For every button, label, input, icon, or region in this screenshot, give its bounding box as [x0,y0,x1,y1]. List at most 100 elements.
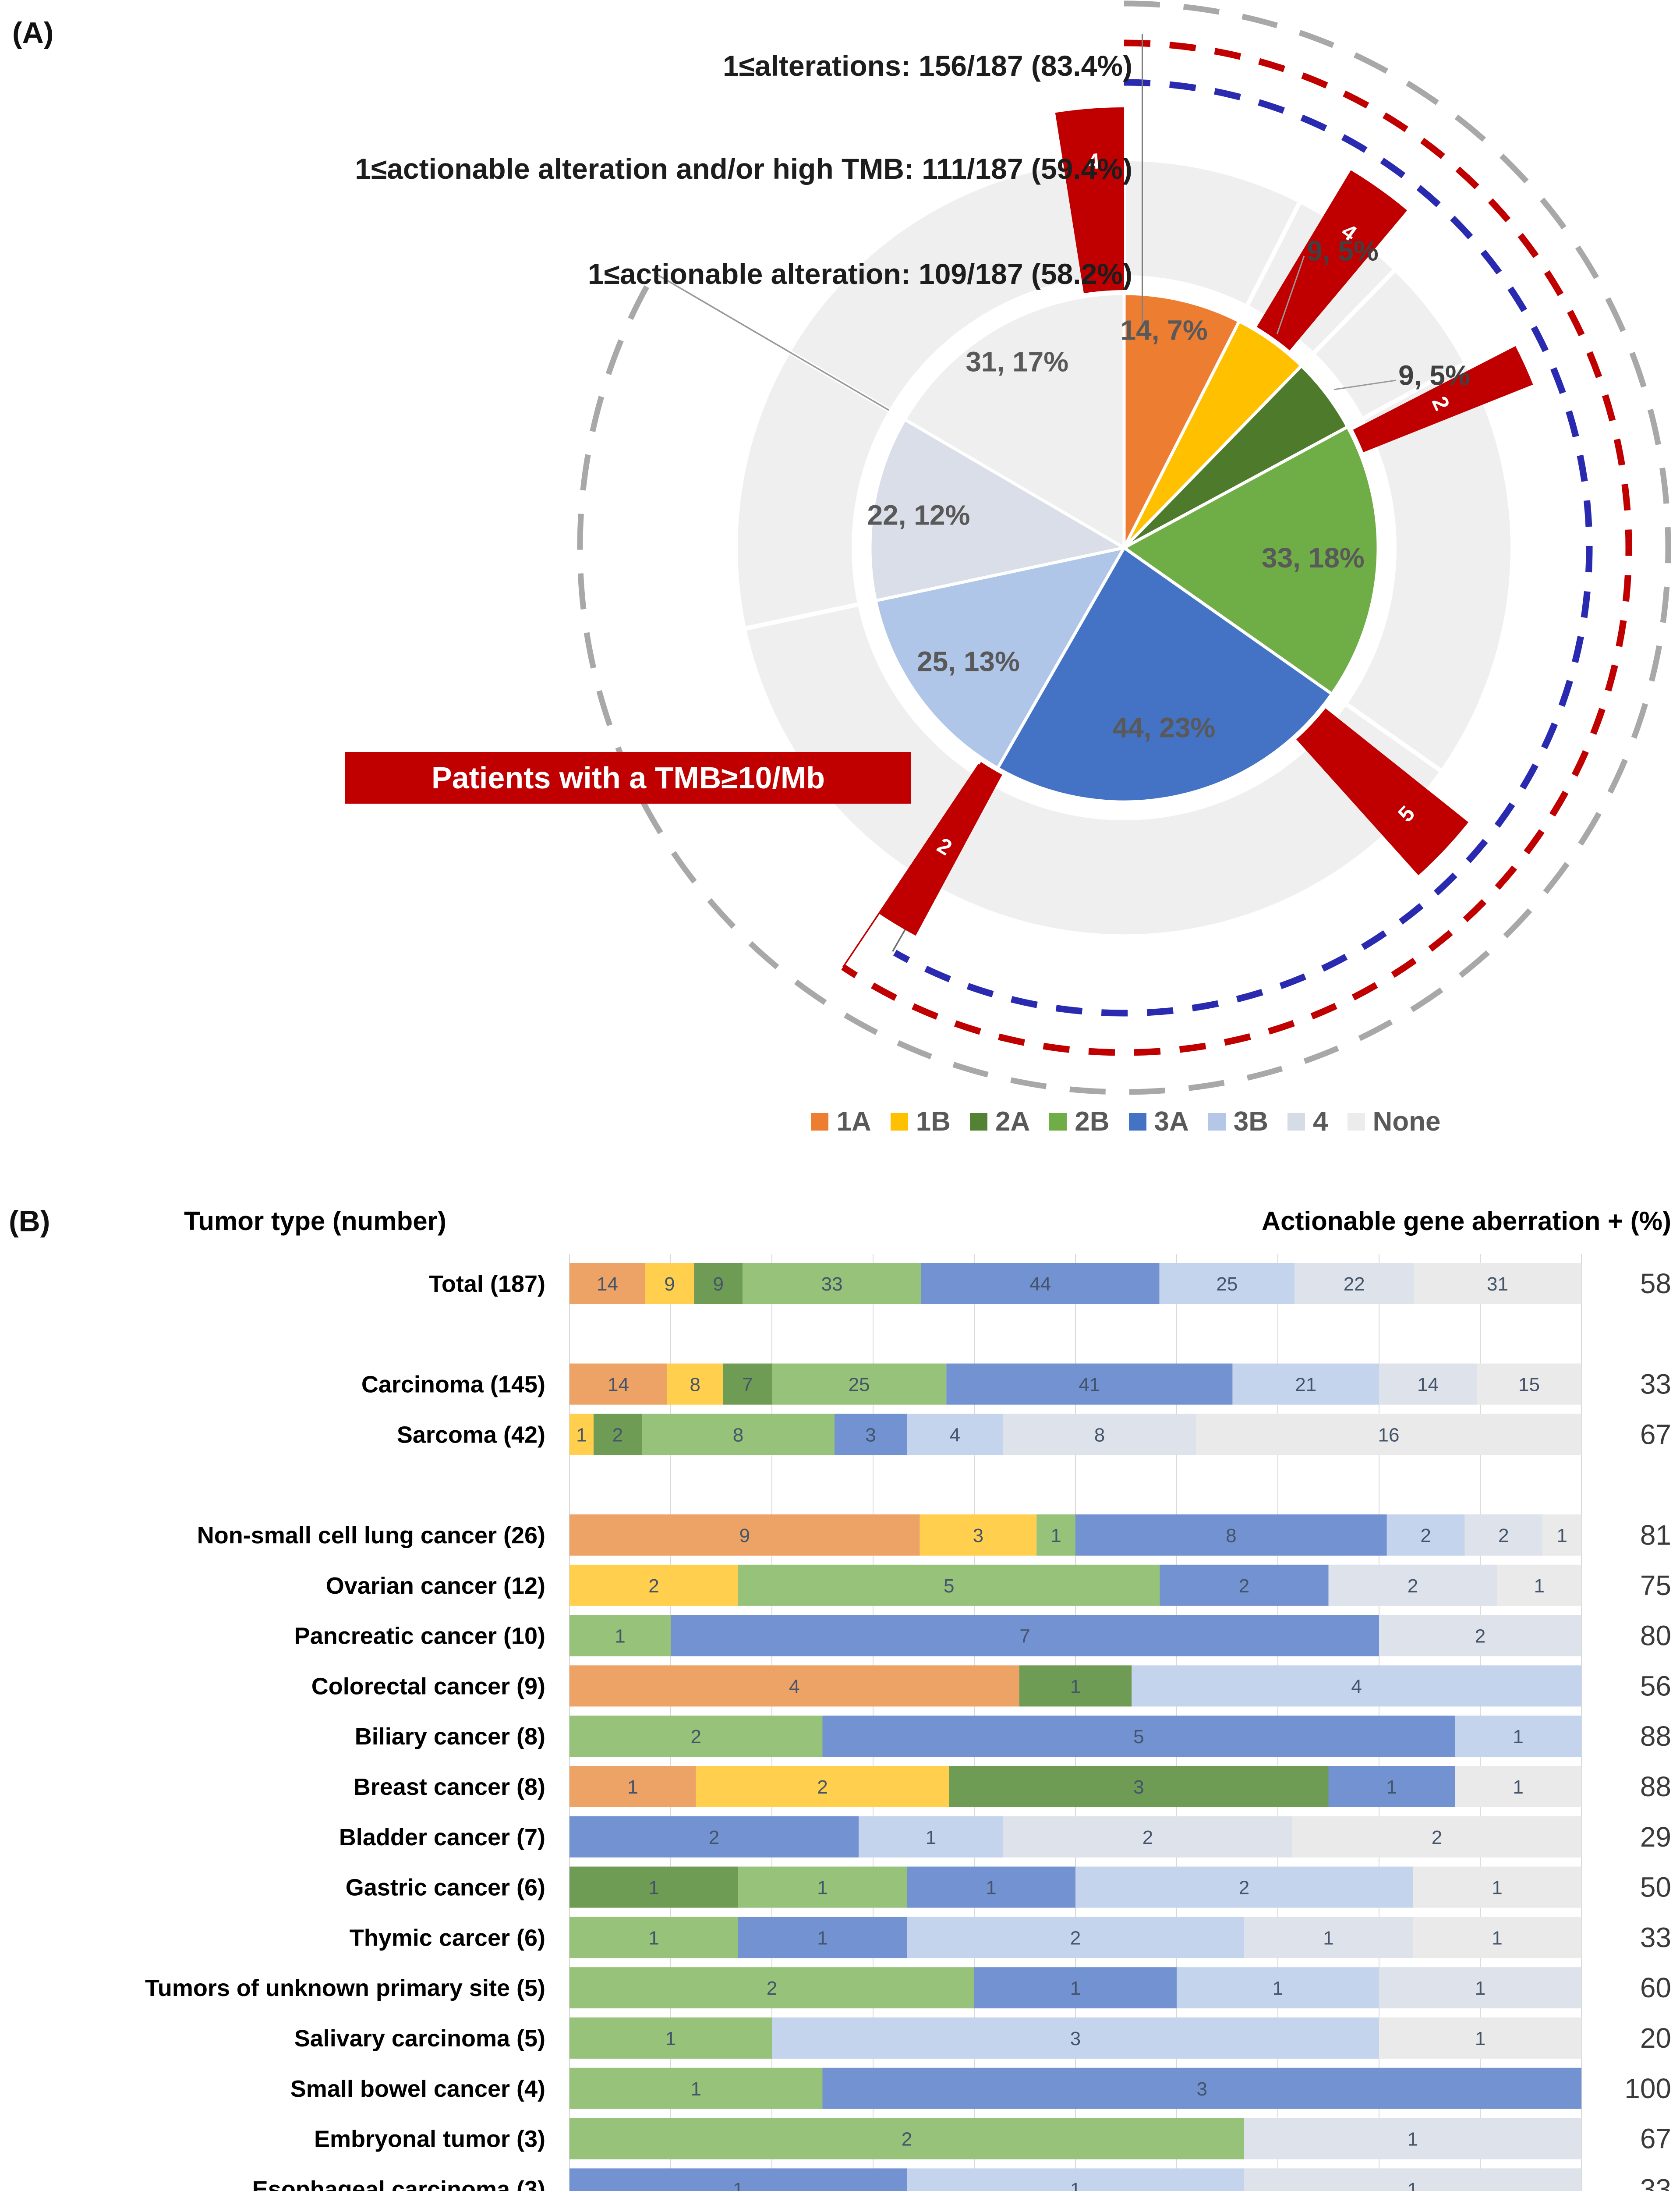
bar-segment-2B [738,1866,907,1908]
bar-segment-label: 1 [1273,1978,1283,1999]
annotation-actionable: 1≤actionable alteration: 109/187 (58.2%) [587,258,1132,290]
bar-segment-1A [569,1263,645,1304]
bar-segment-2A [1019,1665,1132,1707]
bar-segment-label: 3 [1197,2078,1207,2100]
bar-segment-None [1379,2017,1581,2059]
row-label: Colorectal cancer (9) [311,1673,545,1699]
legend-panel-a: 1A 1B 2A 2B 3A 3B 4 None [569,1106,1680,1137]
bar-segment-label: 2 [1239,1575,1249,1597]
bar-segment-3A [738,1917,907,1958]
pie-slice-3A [995,545,1334,804]
row-value: 56 [1640,1670,1671,1702]
legend-a-swatch-3A [1128,1113,1146,1131]
bar-segment-3A [921,1263,1160,1304]
panel-a-letter: (A) [12,16,54,50]
bar-segment-4 [1244,2118,1581,2159]
bar-segment-2B [642,1414,835,1455]
bar-segment-label: 4 [950,1424,960,1446]
bar-segment-label: 2 [1142,1827,1153,1848]
row-value: 100 [1624,2073,1671,2104]
bar-segment-3B [1075,1866,1413,1908]
bar-segment-1A [569,1665,1019,1707]
bar-segment-2B [569,2118,1244,2159]
bar-segment-label: 3 [973,1525,983,1546]
bar-segment-label: 2 [1070,1927,1081,1949]
bar-segment-label: 9 [713,1273,723,1295]
arc-alterations [577,0,1671,1095]
pie-slice-2B [1121,425,1380,696]
bar-segment-1B [667,1363,723,1405]
bar-segment-label: 8 [1094,1424,1105,1446]
bar-segment-label: 1 [1050,1525,1061,1546]
legend-a-item-2A: 2A [969,1106,1030,1137]
bar-segment-label: 7 [1019,1626,1030,1647]
bar-segment-label: 1 [1513,1776,1523,1798]
bar-segment-1B [645,1263,694,1304]
row-label: Non-small cell lung cancer (26) [197,1522,545,1549]
bar-segment-1A [569,1514,920,1556]
bar-segment-label: 2 [1408,1575,1418,1597]
ring-separator-6 [744,602,860,631]
pie-label-4: 22, 12% [867,499,970,531]
bar-segment-label: 22 [1344,1273,1365,1295]
bar-segment-label: 1 [665,2028,676,2049]
bar-segment-4 [1003,1414,1196,1455]
bar-segment-label: 2 [767,1978,777,1999]
bar-segment-label: 25 [849,1374,870,1396]
ring-separator-4 [1344,702,1443,773]
bar-segment-1B [696,1766,949,1807]
legend-a-item-1B: 1B [890,1106,951,1137]
row-label: Embryonal tumor (3) [314,2126,545,2152]
bar-segment-1B [920,1514,1037,1556]
bar-segment-label: 1 [615,1626,625,1647]
bar-segment-label: 25 [1216,1273,1238,1295]
bar-segment-label: 2 [1239,1877,1249,1899]
bar-segment-label: 41 [1079,1374,1100,1396]
ring-separator-1 [1245,200,1302,308]
bar-segment-label: 1 [648,1877,659,1899]
bar-segment-label: 14 [1417,1374,1439,1396]
bar-segment-1B [569,1564,738,1606]
legend-a-swatch-4 [1287,1113,1305,1131]
bar-segment-label: 1 [1475,2028,1485,2049]
bar-segment-None [1477,1363,1581,1405]
ring-separator-2 [1311,268,1397,356]
legend-a-item-2B: 2B [1049,1106,1110,1137]
bar-segment-1B [569,1414,594,1455]
bar-segment-2B [1036,1514,1075,1556]
legend-a-label-1B: 1B [916,1106,951,1137]
bar-segment-3B [907,2168,1244,2191]
bar-segment-label: 9 [664,1273,675,1295]
legend-a-label-1A: 1A [836,1106,871,1137]
legend-a-label-2A: 2A [995,1106,1030,1137]
bar-segment-label: 8 [733,1424,743,1446]
bar-segment-3A [671,1615,1379,1656]
arc-end-leader-1 [842,764,980,968]
bar-segment-label: 1 [1475,1978,1485,1999]
bar-segment-2B [569,2067,823,2109]
bar-segment-1A [569,1766,696,1807]
bar-segment-label: 2 [612,1424,623,1446]
row-label: Sarcoma (42) [397,1422,545,1448]
bar-segment-label: 1 [1556,1525,1567,1546]
row-value: 29 [1640,1821,1671,1853]
bar-segment-label: 31 [1487,1273,1508,1295]
bar-segment-label: 5 [944,1575,954,1597]
bar-segment-2B [569,1615,671,1656]
row-value: 75 [1640,1570,1671,1601]
bar-segment-label: 1 [691,2078,701,2100]
bar-segment-label: 1 [576,1424,587,1446]
row-label: Bladder cancer (7) [339,1824,545,1851]
bar-segment-None [1292,1816,1581,1858]
bar-segment-3A [835,1414,907,1455]
row-label: Biliary cancer (8) [355,1723,545,1750]
bar-segment-2A [949,1766,1329,1807]
legend-a-label-3A: 3A [1154,1106,1189,1137]
bar-segment-label: 1 [1534,1575,1545,1597]
bar-segment-label: 5 [1133,1726,1144,1748]
bar-segment-label: 1 [926,1827,936,1848]
bar-segment-label: 2 [709,1827,719,1848]
bar-segment-4 [1379,1363,1477,1405]
